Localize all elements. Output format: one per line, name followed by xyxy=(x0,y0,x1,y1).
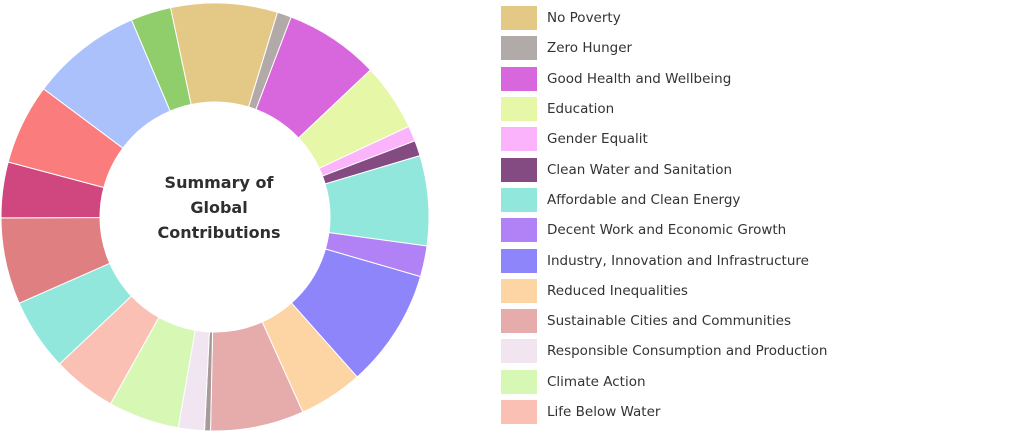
legend-label: Gender Equalit xyxy=(547,131,648,148)
legend-item[interactable]: Industry, Innovation and Infrastructure xyxy=(501,245,1016,275)
legend-item[interactable]: Clean Water and Sanitation xyxy=(501,154,1016,184)
legend-label: Clean Water and Sanitation xyxy=(547,161,733,178)
chart-legend: No Poverty Zero Hunger Good Health and Wel… xyxy=(501,3,1016,427)
legend-item[interactable]: Education xyxy=(501,94,1016,124)
legend-label: Life Below Water xyxy=(547,404,661,420)
pie-slice-20[interactable] xyxy=(130,7,192,112)
legend-swatch xyxy=(501,339,537,364)
chart-title-line: Contributions xyxy=(157,223,280,242)
legend-label: Industry, Innovation and Infrastructure xyxy=(547,252,809,269)
legend-swatch xyxy=(501,157,537,182)
legend-swatch xyxy=(501,6,537,31)
legend-swatch xyxy=(501,66,537,91)
legend-swatch xyxy=(501,278,537,303)
legend-item[interactable]: Life Below Water xyxy=(501,397,1016,427)
legend-item[interactable]: Climate Action xyxy=(501,367,1016,397)
legend-label: Education xyxy=(547,101,615,118)
legend-swatch xyxy=(501,218,537,243)
legend-label: Zero Hunger xyxy=(547,40,633,57)
legend-label: No Poverty xyxy=(547,10,621,27)
legend-swatch xyxy=(501,309,537,334)
legend-swatch xyxy=(501,187,537,212)
legend-item[interactable]: Reduced Inequalities xyxy=(501,276,1016,306)
legend-item[interactable]: Affordable and Clean Energy xyxy=(501,185,1016,215)
legend-swatch xyxy=(501,369,537,394)
legend-label: Good Health and Wellbeing xyxy=(547,70,732,87)
legend-label: Reduced Inequalities xyxy=(547,282,688,299)
legend-swatch xyxy=(501,97,537,122)
legend-label: Sustainable Cities and Communities xyxy=(547,313,791,330)
donut-slices xyxy=(0,2,430,432)
legend-label: Affordable and Clean Energy xyxy=(547,191,741,208)
chart-title-line: Global xyxy=(190,198,247,217)
legend-label: Climate Action xyxy=(547,373,646,390)
legend-item[interactable]: Sustainable Cities and Communities xyxy=(501,306,1016,336)
legend-swatch xyxy=(501,127,537,152)
legend-item[interactable]: Decent Work and Economic Growth xyxy=(501,215,1016,245)
legend-item[interactable]: Good Health and Wellbeing xyxy=(501,64,1016,94)
chart-title: Summary of Global Contributions xyxy=(157,173,280,242)
legend-label: Decent Work and Economic Growth xyxy=(547,222,787,239)
chart-title-line: Summary of xyxy=(165,173,275,192)
legend-item[interactable]: Gender Equalit xyxy=(501,124,1016,154)
legend-swatch xyxy=(501,36,537,61)
legend-item[interactable]: No Poverty xyxy=(501,3,1016,33)
legend-label: Responsible Consumption and Production xyxy=(547,343,828,360)
legend-item[interactable]: Responsible Consumption and Production xyxy=(501,336,1016,366)
legend-swatch xyxy=(501,400,537,424)
legend-swatch xyxy=(501,248,537,273)
legend-item[interactable]: Zero Hunger xyxy=(501,33,1016,63)
